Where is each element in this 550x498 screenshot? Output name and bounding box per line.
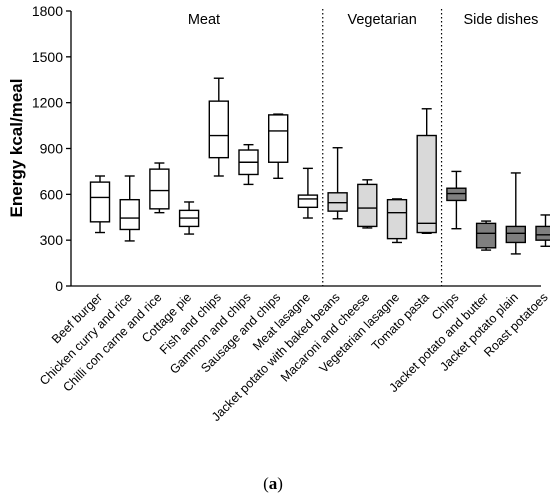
group-label: Side dishes bbox=[463, 12, 538, 28]
box-iqr bbox=[386, 198, 408, 240]
y-tick-label: 600 bbox=[40, 186, 64, 202]
box-iqr bbox=[119, 198, 140, 231]
box-iqr bbox=[297, 194, 319, 209]
box-3 bbox=[178, 201, 200, 235]
box-11 bbox=[416, 108, 437, 234]
box-10 bbox=[386, 198, 408, 244]
panel-label-close: ) bbox=[277, 474, 283, 493]
box-iqr bbox=[268, 114, 289, 163]
panel-label: (a) bbox=[263, 474, 283, 493]
box-9 bbox=[357, 179, 378, 229]
box-2 bbox=[149, 162, 170, 214]
box-1 bbox=[119, 175, 140, 242]
box-8 bbox=[327, 147, 348, 220]
y-tick-label: 300 bbox=[40, 232, 64, 248]
y-tick-label: 0 bbox=[55, 278, 63, 294]
axes bbox=[70, 11, 541, 287]
group-label: Meat bbox=[188, 12, 220, 28]
y-tick-label: 1500 bbox=[32, 49, 63, 65]
box-iqr bbox=[505, 225, 526, 244]
box-iqr bbox=[475, 222, 497, 249]
box-15 bbox=[535, 214, 550, 247]
boxes bbox=[89, 77, 550, 255]
box-iqr bbox=[446, 187, 467, 202]
box-iqr bbox=[208, 100, 230, 159]
y-ticks: 0 300 600 900 1200 1500 1800 bbox=[32, 3, 71, 294]
box-13 bbox=[475, 220, 497, 251]
box-iqr bbox=[357, 183, 378, 228]
box-iqr bbox=[416, 134, 437, 234]
box-0 bbox=[89, 175, 111, 234]
box-5 bbox=[238, 143, 259, 186]
box-iqr bbox=[327, 192, 348, 212]
panel-label-open: ( bbox=[263, 474, 269, 493]
y-axis-label: Energy kcal/meal bbox=[7, 79, 26, 218]
box-6 bbox=[268, 113, 289, 179]
group-label: Vegetarian bbox=[347, 12, 416, 28]
box-4 bbox=[208, 77, 230, 177]
y-tick-label: 1800 bbox=[32, 3, 63, 19]
box-iqr bbox=[149, 168, 170, 210]
panel-label-letter: a bbox=[269, 474, 278, 493]
box-iqr bbox=[89, 181, 111, 223]
group-labels: Meat Vegetarian Side dishes bbox=[188, 12, 539, 28]
box-iqr bbox=[535, 225, 550, 241]
y-tick-label: 900 bbox=[40, 141, 64, 157]
y-tick-label: 1200 bbox=[32, 95, 63, 111]
box-12 bbox=[446, 170, 467, 230]
box-14 bbox=[505, 172, 526, 255]
box-7 bbox=[297, 167, 319, 219]
